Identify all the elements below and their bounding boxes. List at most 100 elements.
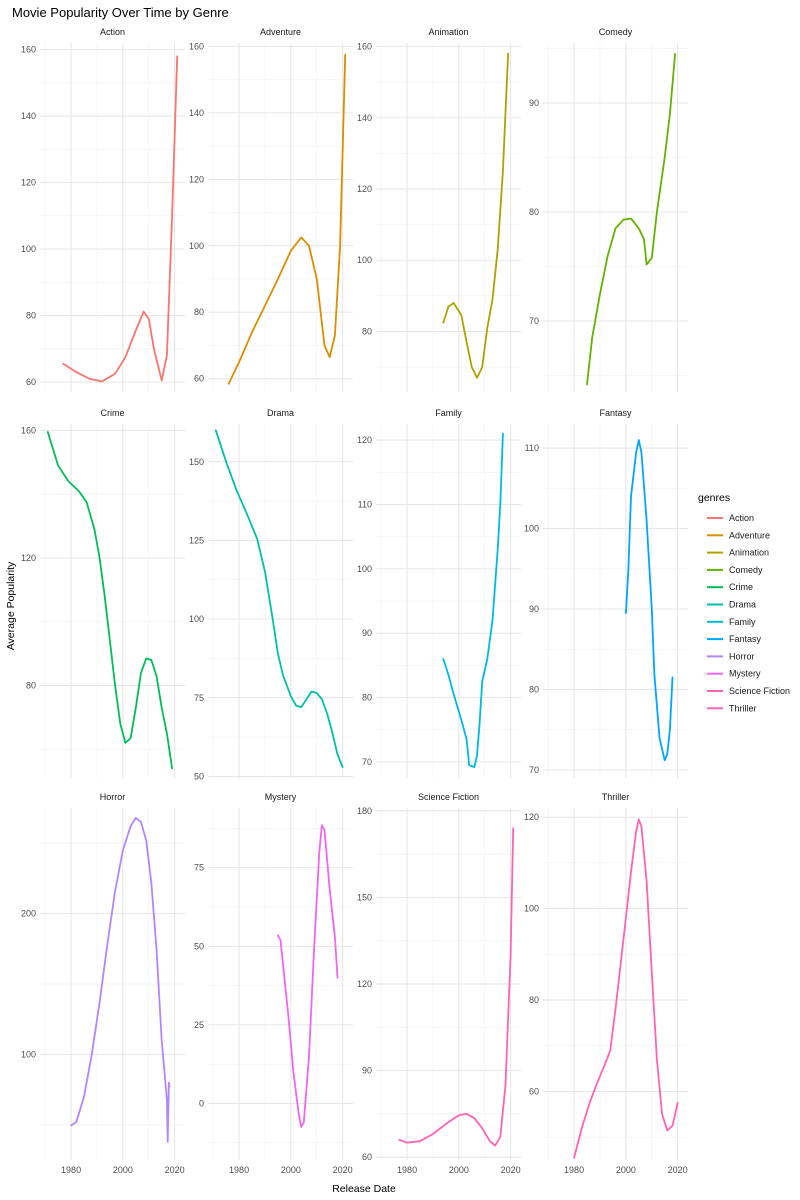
legend-label: Drama <box>729 600 756 610</box>
x-tick-label: 1980 <box>229 1165 249 1175</box>
y-tick-label: 120 <box>357 435 372 445</box>
y-tick-label: 100 <box>21 244 36 254</box>
legend-item-action: Action <box>707 513 754 523</box>
y-tick-label: 60 <box>529 1086 539 1096</box>
y-tick-label: 140 <box>21 111 36 121</box>
y-tick-label: 100 <box>357 564 372 574</box>
facet-action: Action 60 80 100 120 140 160 <box>21 27 185 392</box>
x-axis-title: Release Date <box>332 1183 396 1195</box>
facet-mystery: Mystery 0 25 50 75 1980 2000 2020 <box>194 792 353 1175</box>
y-tick-label: 80 <box>194 307 204 317</box>
y-tick-label: 0 <box>199 1098 204 1108</box>
x-tick-label: 1980 <box>397 1165 417 1175</box>
y-tick-label: 80 <box>529 207 539 217</box>
facet-label-animation: Animation <box>428 27 468 37</box>
series-line-thriller <box>573 818 679 1159</box>
legend-label: Comedy <box>729 565 763 575</box>
facet-label-horror: Horror <box>100 792 126 802</box>
legend-label: Family <box>729 617 756 627</box>
y-tick-label: 120 <box>189 174 204 184</box>
y-tick-label: 60 <box>362 1152 372 1162</box>
facet-label-comedy: Comedy <box>599 27 633 37</box>
y-tick-label: 120 <box>524 812 539 822</box>
y-tick-label: 80 <box>362 693 372 703</box>
y-tick-label: 80 <box>26 681 36 691</box>
facet-label-action: Action <box>100 27 125 37</box>
y-tick-label: 160 <box>21 425 36 435</box>
series-line-science-fiction <box>398 827 515 1147</box>
y-tick-label: 50 <box>194 771 204 781</box>
y-tick-label: 100 <box>189 241 204 251</box>
facet-thriller: Thriller 60 80 100 120 1980 2000 2020 <box>524 792 688 1175</box>
y-tick-label: 75 <box>194 693 204 703</box>
series-line-comedy <box>586 53 676 386</box>
legend-title: genres <box>698 492 730 504</box>
facet-label-science-fiction: Science Fiction <box>418 792 479 802</box>
facet-adventure: Adventure 60 80 100 120 140 160 <box>189 27 353 392</box>
facet-comedy: Comedy 70 80 90 <box>529 27 688 392</box>
y-tick-label: 110 <box>525 443 539 453</box>
legend: genres Action Adventure Animation Comedy Cri… <box>698 492 790 713</box>
y-tick-label: 25 <box>194 1020 204 1030</box>
gridlines-fantasy <box>543 424 688 778</box>
legend-label: Fantasy <box>729 634 762 644</box>
facet-family: Family 70 80 90 100 110 120 <box>357 408 521 778</box>
legend-label: Animation <box>729 548 769 558</box>
series-line-adventure <box>227 53 347 385</box>
legend-label: Adventure <box>729 530 770 540</box>
legend-item-family: Family <box>707 617 756 627</box>
y-tick-label: 50 <box>194 941 204 951</box>
series-line-animation <box>442 52 509 379</box>
y-tick-label: 140 <box>357 113 372 123</box>
facet-panels: Action 60 80 100 120 140 160 Adventure 60 80 100 12… <box>21 27 688 1175</box>
y-tick-label: 160 <box>189 41 204 51</box>
x-tick-label: 1980 <box>61 1165 81 1175</box>
legend-label: Action <box>729 513 754 523</box>
series-line-action <box>62 55 179 383</box>
facet-label-thriller: Thriller <box>602 792 630 802</box>
facet-label-mystery: Mystery <box>265 792 297 802</box>
series-line-mystery <box>277 824 339 1128</box>
legend-label: Thriller <box>729 703 757 713</box>
y-tick-label: 80 <box>26 311 36 321</box>
y-tick-label: 70 <box>529 765 539 775</box>
y-tick-label: 80 <box>529 685 539 695</box>
series-line-family <box>442 432 504 768</box>
gridlines-adventure <box>208 43 353 392</box>
y-tick-label: 70 <box>362 757 372 767</box>
legend-item-science-fiction: Science Fiction <box>707 686 790 696</box>
gridlines-drama <box>208 424 353 778</box>
y-tick-label: 120 <box>21 553 36 563</box>
y-tick-label: 90 <box>529 604 539 614</box>
chart-title: Movie Popularity Over Time by Genre <box>12 5 229 20</box>
series-line-fantasy <box>625 439 674 762</box>
legend-item-comedy: Comedy <box>707 565 763 575</box>
y-tick-label: 160 <box>21 45 36 55</box>
gridlines-horror <box>40 808 185 1160</box>
facet-label-fantasy: Fantasy <box>599 408 632 418</box>
legend-item-horror: Horror <box>707 651 755 661</box>
facet-label-family: Family <box>435 408 462 418</box>
x-tick-label: 2000 <box>616 1165 636 1175</box>
x-tick-label: 2020 <box>501 1165 521 1175</box>
legend-item-adventure: Adventure <box>707 530 770 540</box>
series-line-horror <box>70 817 171 1143</box>
gridlines-crime <box>40 424 185 778</box>
y-tick-label: 140 <box>189 108 204 118</box>
facet-label-crime: Crime <box>101 408 125 418</box>
facet-label-adventure: Adventure <box>260 27 301 37</box>
y-tick-label: 80 <box>362 326 372 336</box>
legend-label: Science Fiction <box>729 686 790 696</box>
x-tick-label: 2000 <box>281 1165 301 1175</box>
y-tick-label: 120 <box>357 184 372 194</box>
gridlines-thriller <box>543 808 688 1160</box>
legend-item-thriller: Thriller <box>707 703 757 713</box>
legend-item-fantasy: Fantasy <box>707 634 762 644</box>
y-tick-label: 100 <box>524 904 539 914</box>
y-tick-label: 180 <box>357 806 372 816</box>
y-tick-label: 90 <box>529 98 539 108</box>
y-tick-label: 100 <box>189 614 204 624</box>
y-tick-label: 60 <box>26 377 36 387</box>
gridlines-science-fiction <box>376 808 521 1160</box>
